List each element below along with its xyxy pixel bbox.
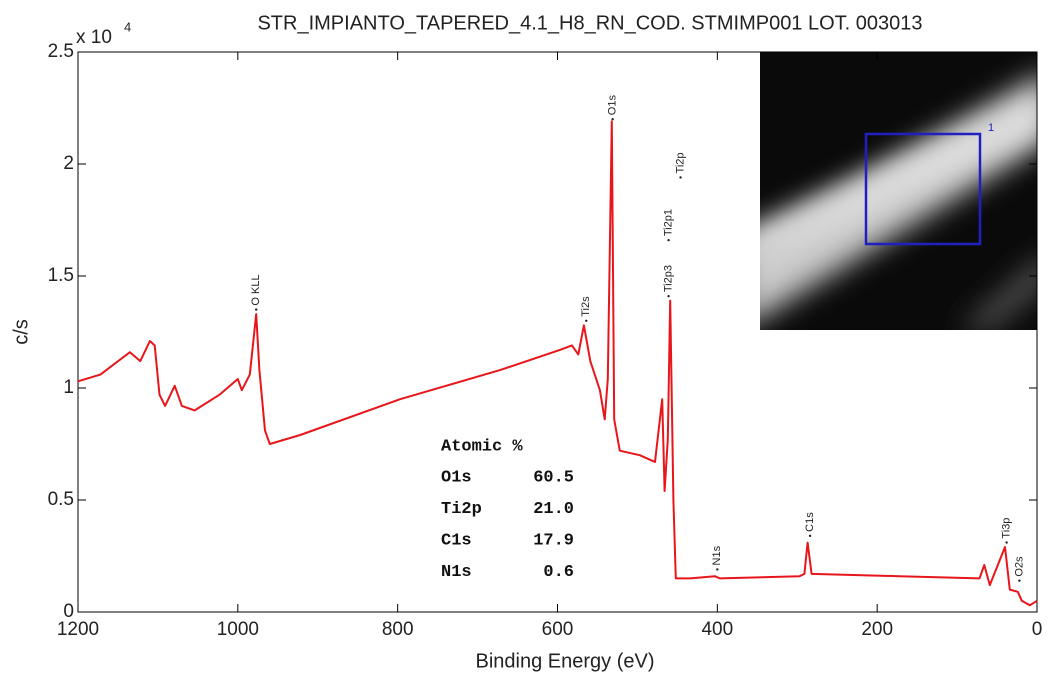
peak-label: O KLL	[250, 274, 262, 305]
inset-image	[760, 52, 1037, 330]
table-value: 21.0	[533, 500, 574, 519]
table-name: N1s	[441, 563, 472, 582]
table-value: 60.5	[533, 468, 574, 487]
x-tick-label: 200	[861, 619, 893, 640]
x-tick-label: 600	[542, 619, 574, 640]
table-name: O1s	[441, 468, 472, 487]
y-axis-label: c/s	[10, 319, 32, 345]
x-tick-label: 0	[1032, 619, 1043, 640]
x-tick-label: 1200	[57, 619, 99, 640]
table-value: 17.9	[533, 531, 574, 550]
peak-label: Ti3p	[1001, 518, 1013, 539]
chart-title: STR_IMPIANTO_TAPERED_4.1_H8_RN_COD. STMI…	[257, 12, 922, 34]
peak-marker	[1018, 579, 1021, 582]
peak-marker	[679, 176, 682, 179]
peak-label: O2s	[1013, 556, 1025, 577]
y-tick-label: 2	[63, 153, 74, 174]
peak-label: O1s	[607, 95, 619, 116]
peak-marker	[1005, 541, 1008, 544]
peak-label: N1s	[711, 545, 723, 565]
y-tick-label: 0.5	[48, 489, 74, 510]
x-tick-label: 800	[382, 619, 414, 640]
peak-label: Ti2p3	[662, 265, 674, 292]
peak-marker	[716, 568, 719, 571]
peak-marker	[611, 118, 614, 121]
x-axis-label: Binding Energy (eV)	[476, 650, 655, 672]
y-tick-label: 0	[63, 601, 74, 622]
y-tick-label: 2.5	[48, 41, 74, 62]
axis-multiplier-exponent: 4	[124, 19, 131, 34]
x-tick-label: 1000	[217, 619, 259, 640]
inset-label: 1	[988, 122, 994, 134]
x-tick-label: 400	[701, 619, 733, 640]
y-tick-label: 1.5	[48, 265, 74, 286]
peak-marker	[585, 319, 588, 322]
peak-marker	[667, 294, 670, 298]
table-value: 0.6	[543, 563, 574, 582]
peak-label: Ti2p1	[662, 209, 674, 236]
peak-marker	[667, 238, 670, 242]
table-name: Ti2p	[441, 500, 482, 519]
peak-label: C1s	[804, 512, 816, 532]
peak-label: Ti2p	[674, 152, 686, 173]
table-name: C1s	[441, 531, 472, 550]
table-header: Atomic %	[441, 437, 523, 456]
peak-marker	[808, 534, 812, 538]
peak-label: Ti2s	[580, 296, 592, 317]
peak-marker	[255, 308, 258, 311]
spectrum-line	[77, 120, 1038, 607]
y-tick-label: 1	[63, 377, 74, 398]
axis-multiplier: x 10	[76, 27, 112, 48]
